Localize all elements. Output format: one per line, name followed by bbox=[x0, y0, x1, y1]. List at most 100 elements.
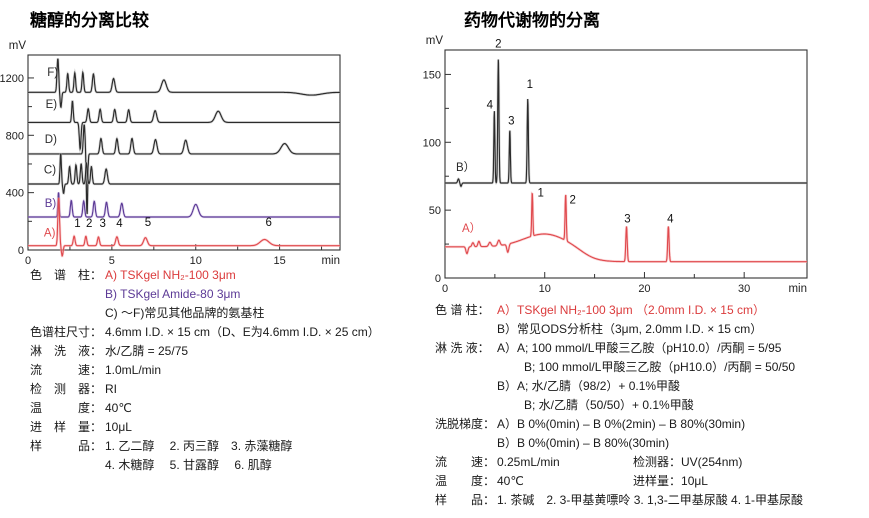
legend-row-value: A）B 0%(0min) – B 0%(2min) – B 80%(30min) bbox=[497, 417, 746, 431]
legend-row-label bbox=[30, 285, 105, 304]
legend-row: 淋 洗 液： A）A; 100 mmol/L甲酸三乙胺（pH10.0）/丙酮 = … bbox=[435, 339, 869, 358]
y-tick-label: 800 bbox=[6, 130, 24, 142]
legend-row-label: 进 样 量： bbox=[30, 420, 103, 434]
legend-row-value: 1. 乙二醇 2. 丙三醇 3. 赤藻糖醇 bbox=[105, 439, 293, 453]
legend-row: 色 谱 柱： A) TSKgel NH₂-100 3μm bbox=[30, 266, 430, 285]
legend-row: 4. 木糖醇 5. 甘露醇 6. 肌醇 bbox=[30, 456, 430, 475]
y-tick-label: 0 bbox=[18, 245, 24, 257]
legend-row-value: 10μL bbox=[105, 420, 132, 434]
legend-row-label bbox=[435, 377, 497, 396]
legend-row: B; 100 mmol/L甲酸三乙胺（pH10.0）/丙酮 = 50/50 bbox=[435, 358, 869, 377]
trace-label-F: F) bbox=[47, 67, 58, 79]
peak-label-4: 4 bbox=[667, 213, 674, 225]
peak-label-6: 6 bbox=[266, 217, 272, 229]
trace-A bbox=[445, 192, 807, 263]
legend-row-value: 40℃ bbox=[497, 474, 524, 488]
peak-label-4: 4 bbox=[487, 99, 494, 111]
legend-row-value: 1.0mL/min bbox=[105, 363, 162, 377]
legend-row: 检 测 器： RI bbox=[30, 380, 430, 399]
legend-row-value2: UV(254nm) bbox=[681, 455, 743, 469]
legend-row-label: 流 速： bbox=[435, 455, 496, 469]
legend-row: 淋 洗 液： 水/乙腈 = 25/75 bbox=[30, 342, 430, 361]
y-tick-label: 100 bbox=[423, 137, 441, 149]
peak-label-3: 3 bbox=[99, 218, 105, 230]
legend-row-label: 温 度： bbox=[435, 474, 496, 488]
legend-row: 流 速： 0.25mL/min 检测器： UV(254nm) bbox=[435, 453, 869, 472]
legend-row: 温 度： 40℃ 进样量： 10μL bbox=[435, 472, 869, 491]
legend-row-label bbox=[435, 358, 497, 377]
legend-row-value: B; 100 mmol/L甲酸三乙胺（pH10.0）/丙酮 = 50/50 bbox=[524, 360, 796, 374]
x-tick-label: 10 bbox=[190, 255, 202, 267]
legend-row-value: 4. 木糖醇 5. 甘露醇 6. 肌醇 bbox=[105, 458, 272, 472]
peak-label-2: 2 bbox=[86, 218, 92, 230]
trace-label-B: B) bbox=[45, 198, 57, 210]
y-tick-label: 150 bbox=[423, 69, 441, 81]
x-tick-label: 15 bbox=[273, 255, 285, 267]
peak-label-1: 1 bbox=[538, 188, 544, 200]
trace-halo-B bbox=[28, 192, 340, 219]
legend-row-label: 色 谱 柱： bbox=[30, 268, 103, 282]
trace-label-D: D) bbox=[45, 134, 57, 146]
legend-row-label: 淋 洗 液： bbox=[30, 344, 103, 358]
left-chart-title: 糖醇的分离比较 bbox=[30, 11, 149, 30]
legend-row-value: B) TSKgel Amide-80 3μm bbox=[105, 287, 241, 301]
x-tick-label: 0 bbox=[442, 283, 448, 295]
legend-row-label: 温 度： bbox=[30, 401, 103, 415]
legend-row: 进 样 量： 10μL bbox=[30, 418, 430, 437]
peak-label-5: 5 bbox=[145, 217, 151, 229]
legend-row-label: 洗脱梯度： bbox=[435, 417, 496, 431]
peak-label-1: 1 bbox=[527, 79, 533, 91]
y-tick-label: 400 bbox=[6, 188, 24, 200]
legend-row: 洗脱梯度： A）B 0%(0min) – B 0%(2min) – B 80%(3… bbox=[435, 415, 869, 434]
y-axis-unit: mV bbox=[426, 35, 444, 47]
trace-label-C: C) bbox=[44, 164, 56, 176]
trace-label-E: E) bbox=[46, 99, 58, 111]
legend-row: B) TSKgel Amide-80 3μm bbox=[30, 285, 430, 304]
legend-row-label: 色 谱 柱： bbox=[435, 303, 490, 317]
legend-row-value: B）常见ODS分析柱（3μm, 2.0mm I.D. × 15 cm） bbox=[497, 322, 763, 336]
y-tick-label: 1200 bbox=[0, 73, 24, 85]
legend-row-value: 水/乙腈 = 25/75 bbox=[105, 344, 189, 358]
legend-row: B）常见ODS分析柱（3μm, 2.0mm I.D. × 15 cm） bbox=[435, 320, 869, 339]
y-axis-unit: mV bbox=[9, 40, 27, 52]
legend-row-label: 流 速： bbox=[30, 363, 103, 377]
x-tick-label: 30 bbox=[738, 283, 750, 295]
legend-row: 温 度： 40℃ bbox=[30, 399, 430, 418]
trace-A bbox=[28, 197, 340, 257]
x-tick-label: 0 bbox=[25, 255, 31, 267]
peak-label-4: 4 bbox=[116, 218, 123, 230]
trace-label-A: A） bbox=[462, 222, 481, 235]
x-tick-label: 20 bbox=[638, 283, 650, 295]
legend-row-value: B; 水/乙腈（50/50）+ 0.1%甲酸 bbox=[524, 398, 694, 412]
trace-D bbox=[28, 124, 340, 215]
trace-B bbox=[28, 192, 340, 218]
legend-row-value2: 10μL bbox=[681, 474, 708, 488]
legend-row-label bbox=[435, 396, 497, 415]
left-method-legend: 色 谱 柱： A) TSKgel NH₂-100 3μm B) TSKgel Ami… bbox=[30, 266, 430, 475]
legend-row-label bbox=[30, 304, 105, 323]
trace-B bbox=[445, 59, 807, 188]
right-chromatogram-chart: 0 10 20 30 0 50 100 150 mV min B） 4 2 3 1 A） 1 2 3 4 bbox=[423, 35, 808, 295]
legend-row-label: 淋 洗 液： bbox=[435, 341, 490, 355]
legend-row-value: B）B 0%(0min) – B 80%(30min) bbox=[497, 436, 670, 450]
trace-label-A: A) bbox=[44, 227, 56, 239]
legend-row-label bbox=[435, 320, 497, 339]
legend-row: 色谱柱尺寸： 4.6mm I.D. × 15 cm（D、E为4.6mm I.D. … bbox=[30, 323, 430, 342]
x-tick-label: 5 bbox=[109, 255, 115, 267]
trace-C bbox=[28, 153, 340, 195]
peak-label-2: 2 bbox=[569, 194, 575, 206]
legend-row-value: 40℃ bbox=[105, 401, 132, 415]
trace-label-B: B） bbox=[456, 161, 475, 174]
trace-F bbox=[28, 58, 340, 109]
trace-halo-F bbox=[28, 58, 340, 110]
x-axis-unit: min bbox=[788, 283, 807, 295]
legend-row-value: A) TSKgel NH₂-100 3μm bbox=[105, 268, 236, 282]
legend-row-value: A）A; 100 mmol/L甲酸三乙胺（pH10.0）/丙酮 = 5/95 bbox=[497, 341, 782, 355]
right-chart-title: 药物代谢物的分离 bbox=[464, 11, 600, 30]
legend-row-value: RI bbox=[105, 382, 117, 396]
legend-row-value: 4.6mm I.D. × 15 cm（D、E为4.6mm I.D. × 25 c… bbox=[105, 325, 380, 339]
legend-row-label2: 检测器： bbox=[633, 455, 682, 469]
legend-row-label: 样 品： bbox=[435, 493, 496, 507]
legend-row-label bbox=[435, 434, 497, 453]
legend-row-value: 1. 茶碱 2. 3-甲基黄嘌呤 3. 1,3-二甲基尿酸 4. 1-甲基尿酸 bbox=[497, 493, 804, 507]
